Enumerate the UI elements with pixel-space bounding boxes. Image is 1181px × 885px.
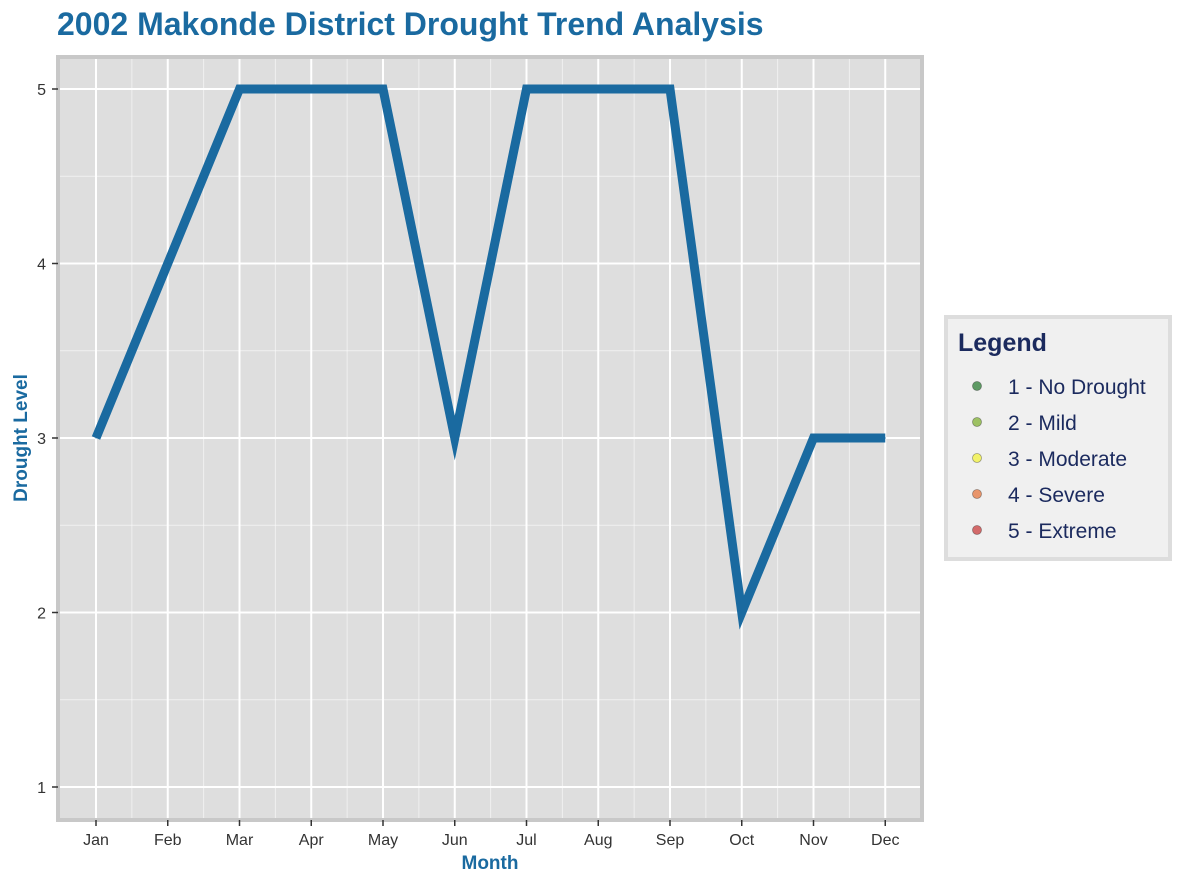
data-point-nov xyxy=(813,437,814,439)
chart-title: 2002 Makonde District Drought Trend Anal… xyxy=(57,6,764,42)
x-tick-label: Aug xyxy=(584,832,612,849)
x-tick-label: Mar xyxy=(226,832,254,849)
legend-swatch xyxy=(972,417,982,427)
legend-swatch xyxy=(972,381,982,391)
y-tick-label: 1 xyxy=(37,780,46,797)
y-tick-label: 2 xyxy=(37,606,46,623)
data-point-feb xyxy=(167,263,169,264)
y-tick-label: 3 xyxy=(37,431,46,448)
data-point-mar xyxy=(239,88,240,90)
legend: Legend 1 - No Drought 2 - Mild 3 - Moderat… xyxy=(944,315,1172,561)
x-tick-label: Jan xyxy=(83,832,109,849)
data-point-aug xyxy=(597,88,599,90)
x-tick-label: Jun xyxy=(442,832,468,849)
legend-label: 5 - Extreme xyxy=(1008,520,1117,543)
x-tick-label: Sep xyxy=(656,832,685,849)
legend-swatch xyxy=(972,453,982,463)
data-point-jan xyxy=(95,437,97,439)
x-tick-label: Feb xyxy=(154,832,182,849)
legend-label: 2 - Mild xyxy=(1008,412,1077,435)
x-tick-label: Oct xyxy=(729,832,754,849)
series-layer xyxy=(91,84,886,630)
x-tick-label: Jul xyxy=(516,832,536,849)
data-point-apr xyxy=(310,88,312,90)
x-tick-label: Dec xyxy=(871,832,899,849)
legend-label: 4 - Severe xyxy=(1008,484,1105,507)
data-point-dec xyxy=(884,437,886,439)
legend-box xyxy=(944,315,1172,561)
legend-items: 1 - No Drought 2 - Mild 3 - Moderate 4 - Se… xyxy=(972,376,1146,543)
data-point-sep xyxy=(669,88,671,90)
x-tick-label: Nov xyxy=(799,832,827,849)
data-point-oct xyxy=(741,612,743,613)
y-tick-label: 4 xyxy=(37,257,46,274)
x-tick-label: Apr xyxy=(299,832,325,849)
axes: Jan Feb Mar Apr May Jun Jul Aug Sep Oct Nov Dec 1 2 3 4… xyxy=(37,82,899,849)
drought-level-line xyxy=(91,84,886,630)
y-axis-title: Drought Level xyxy=(11,374,32,502)
legend-swatch xyxy=(972,525,982,535)
x-tick-label: May xyxy=(368,832,398,849)
gridlines xyxy=(60,59,920,818)
y-tick-label: 5 xyxy=(37,82,46,99)
legend-label: 1 - No Drought xyxy=(1008,376,1146,399)
data-point-may xyxy=(382,88,384,90)
legend-label: 3 - Moderate xyxy=(1008,448,1127,471)
legend-swatch xyxy=(972,489,982,499)
data-point-jun xyxy=(454,437,456,439)
x-axis-title: Month xyxy=(462,853,519,874)
data-point-jul xyxy=(526,88,527,90)
legend-title: Legend xyxy=(958,329,1047,357)
